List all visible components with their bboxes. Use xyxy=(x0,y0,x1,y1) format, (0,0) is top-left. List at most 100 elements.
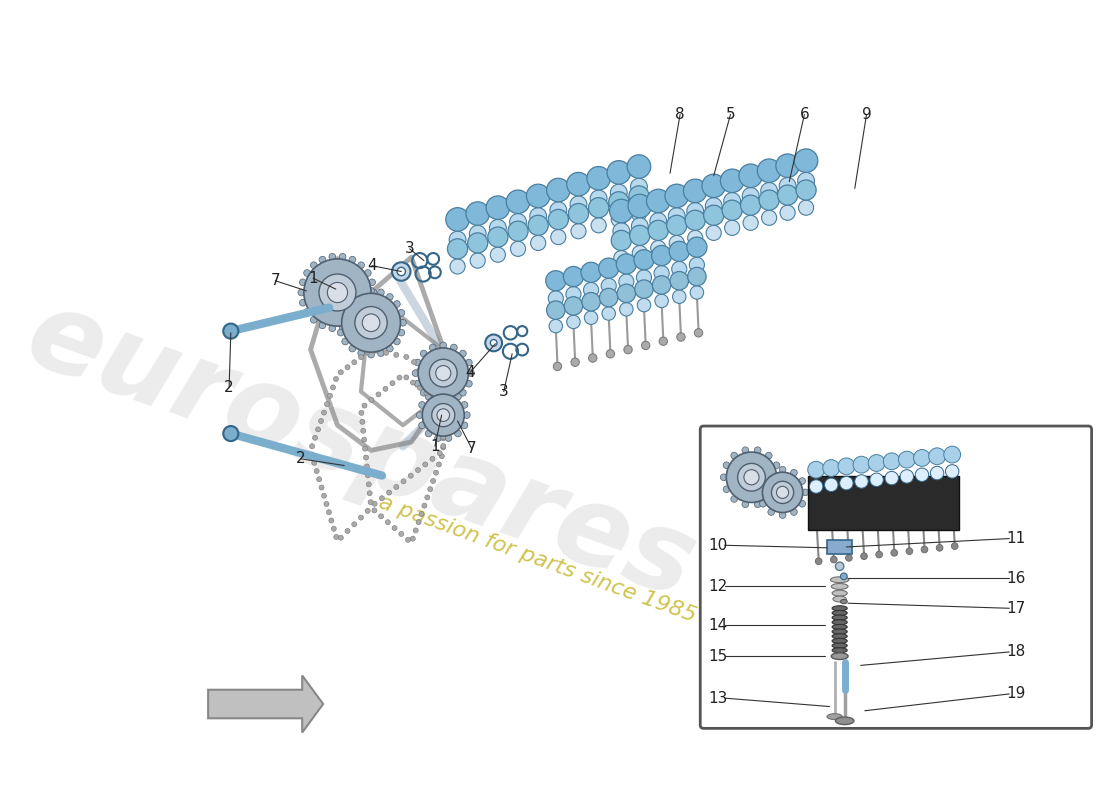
Ellipse shape xyxy=(832,610,847,615)
Circle shape xyxy=(355,306,387,339)
Circle shape xyxy=(392,526,397,530)
Circle shape xyxy=(299,279,306,286)
Circle shape xyxy=(631,206,647,221)
Circle shape xyxy=(773,462,780,469)
Circle shape xyxy=(606,350,615,358)
Circle shape xyxy=(437,462,441,467)
Circle shape xyxy=(591,190,607,207)
Ellipse shape xyxy=(836,717,854,725)
Circle shape xyxy=(338,310,344,316)
Circle shape xyxy=(610,184,627,201)
Ellipse shape xyxy=(832,606,847,610)
Circle shape xyxy=(312,435,318,440)
Circle shape xyxy=(906,548,913,554)
Circle shape xyxy=(386,294,393,300)
Circle shape xyxy=(451,395,458,402)
Circle shape xyxy=(465,380,472,387)
Circle shape xyxy=(548,210,569,230)
Circle shape xyxy=(434,434,441,442)
Circle shape xyxy=(686,237,707,258)
Circle shape xyxy=(389,381,395,386)
Circle shape xyxy=(379,496,384,501)
Circle shape xyxy=(778,185,798,205)
Circle shape xyxy=(372,508,377,513)
Ellipse shape xyxy=(827,714,843,719)
Circle shape xyxy=(441,417,446,422)
Circle shape xyxy=(761,182,778,199)
Circle shape xyxy=(616,254,637,274)
Circle shape xyxy=(363,446,367,451)
Circle shape xyxy=(509,214,527,230)
Circle shape xyxy=(321,494,327,498)
Circle shape xyxy=(860,553,868,559)
Circle shape xyxy=(394,301,400,307)
Circle shape xyxy=(725,220,739,235)
Circle shape xyxy=(761,210,777,226)
Circle shape xyxy=(508,221,528,242)
Circle shape xyxy=(566,315,580,329)
Circle shape xyxy=(454,430,461,437)
Circle shape xyxy=(553,362,562,370)
Circle shape xyxy=(315,469,319,474)
Circle shape xyxy=(726,452,777,502)
Circle shape xyxy=(358,289,364,296)
Circle shape xyxy=(799,500,805,507)
Circle shape xyxy=(742,187,759,204)
Circle shape xyxy=(690,258,704,272)
Circle shape xyxy=(450,259,465,274)
Circle shape xyxy=(634,250,654,270)
Circle shape xyxy=(944,446,960,463)
Circle shape xyxy=(362,403,367,408)
Circle shape xyxy=(414,528,418,533)
Circle shape xyxy=(768,470,774,476)
Circle shape xyxy=(608,192,629,212)
Circle shape xyxy=(755,501,761,508)
Circle shape xyxy=(587,166,610,190)
Circle shape xyxy=(446,208,470,231)
Circle shape xyxy=(759,190,779,210)
Circle shape xyxy=(368,299,375,306)
Circle shape xyxy=(688,230,703,246)
Circle shape xyxy=(441,426,446,431)
Circle shape xyxy=(569,203,589,224)
Circle shape xyxy=(779,466,785,473)
Circle shape xyxy=(365,473,371,478)
Circle shape xyxy=(410,380,416,385)
Circle shape xyxy=(446,434,452,442)
Text: 3: 3 xyxy=(499,384,508,399)
Circle shape xyxy=(328,282,348,302)
Circle shape xyxy=(310,317,317,323)
Circle shape xyxy=(612,230,631,250)
Circle shape xyxy=(900,470,914,483)
Circle shape xyxy=(345,365,350,370)
Circle shape xyxy=(547,301,565,319)
Circle shape xyxy=(886,471,899,485)
Circle shape xyxy=(339,325,346,332)
Circle shape xyxy=(436,366,451,381)
Circle shape xyxy=(361,428,366,434)
Circle shape xyxy=(840,573,847,580)
Circle shape xyxy=(327,510,331,514)
Circle shape xyxy=(598,258,619,278)
Circle shape xyxy=(612,212,626,227)
Circle shape xyxy=(367,351,374,358)
Circle shape xyxy=(420,350,427,357)
Circle shape xyxy=(417,412,424,418)
Circle shape xyxy=(706,226,722,241)
Circle shape xyxy=(776,154,800,178)
Circle shape xyxy=(629,186,649,206)
Circle shape xyxy=(451,344,458,351)
Circle shape xyxy=(619,302,634,316)
Circle shape xyxy=(584,311,597,325)
Circle shape xyxy=(600,288,618,306)
Circle shape xyxy=(510,242,526,256)
Circle shape xyxy=(419,422,426,429)
Circle shape xyxy=(563,266,583,286)
Circle shape xyxy=(416,467,420,473)
Circle shape xyxy=(566,173,591,196)
Circle shape xyxy=(744,215,758,230)
Circle shape xyxy=(742,447,749,454)
Circle shape xyxy=(466,202,490,226)
Circle shape xyxy=(669,208,685,225)
Circle shape xyxy=(688,267,706,286)
